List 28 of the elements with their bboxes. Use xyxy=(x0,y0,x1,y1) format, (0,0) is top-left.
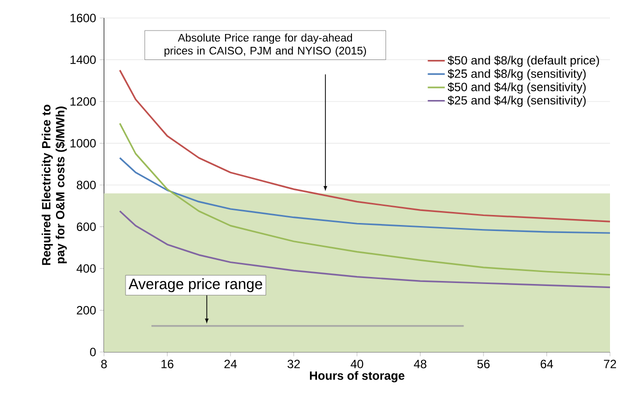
x-tick-label: 64 xyxy=(540,360,554,368)
y-axis-title: Required Electricity Price to pay for O&M costs ($/MWh) xyxy=(42,104,67,265)
y-tick-label: 600 xyxy=(76,222,96,231)
y-tick-label: 1600 xyxy=(70,14,96,22)
x-tick-label: 48 xyxy=(414,360,426,368)
legend-label: $25 and $8/kg (sensitivity) xyxy=(448,68,586,80)
y-tick-label: 1200 xyxy=(70,97,96,106)
x-tick-label: 40 xyxy=(350,360,364,368)
x-tick-label: 24 xyxy=(224,360,237,368)
y-tick-label: 1000 xyxy=(70,139,96,148)
y-tick-label: 0 xyxy=(90,348,96,356)
y-tick-label: 200 xyxy=(76,306,96,314)
x-tick-label: 8 xyxy=(101,360,107,368)
x-tick-label: 72 xyxy=(604,360,616,368)
y-tick-label: 400 xyxy=(76,264,96,273)
x-tick-label: 56 xyxy=(477,360,490,368)
x-tick-label: 16 xyxy=(162,360,174,368)
x-tick-label: 32 xyxy=(288,360,300,368)
legend-label: $50 and $8/kg (default price) xyxy=(448,56,599,67)
annotation: Absolute Price range for day-ahead prices in CAISO, PJM and NYISO (2015) xyxy=(164,34,366,57)
annotation: Average price range xyxy=(128,278,262,292)
x-axis-title: Hours of storage xyxy=(310,371,404,382)
y-tick-label: 800 xyxy=(76,180,96,190)
y-tick-label: 1400 xyxy=(70,56,96,64)
legend-label: $25 and $4/kg (sensitivity) xyxy=(448,96,586,107)
legend-label: $50 and $4/kg (sensitivity) xyxy=(448,82,586,94)
line-series xyxy=(119,122,611,276)
line-series xyxy=(119,157,611,234)
